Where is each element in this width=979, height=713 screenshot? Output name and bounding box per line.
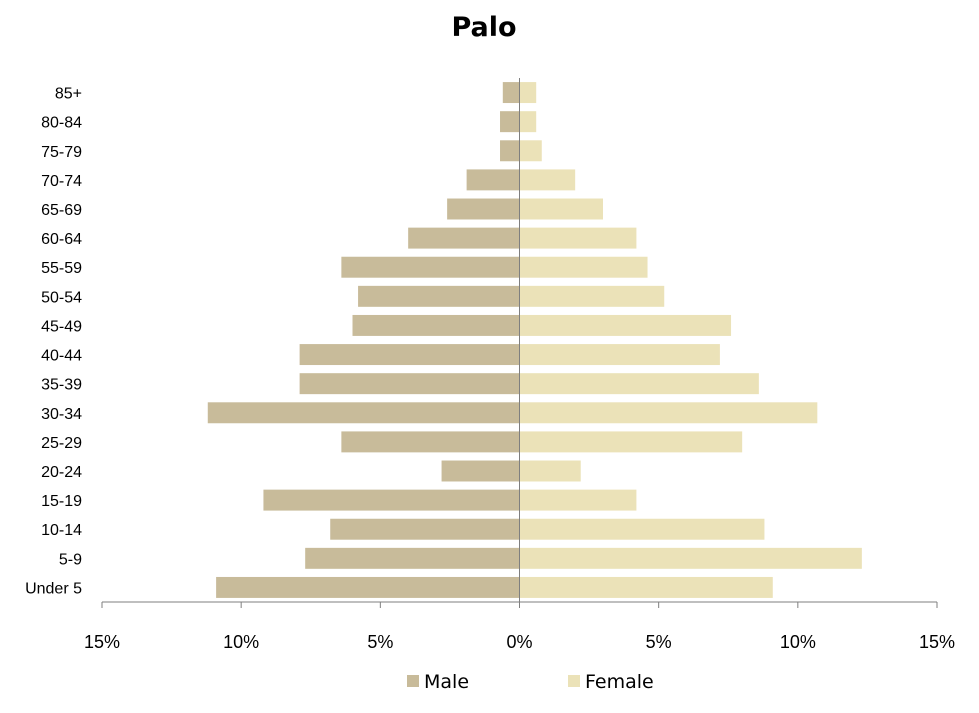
- category-label: 30-34: [41, 406, 82, 423]
- bar-female-60-64: [519, 227, 637, 249]
- category-labels: 85+ 80-84 75-79 70-74 65-69 60-64 55-59 50-54 45…: [25, 86, 82, 598]
- bar-male-65-69: [447, 198, 520, 220]
- bar-female-10-14: [519, 518, 765, 540]
- bar-female-under-5: [519, 576, 773, 598]
- bar-female-25-29: [519, 431, 743, 453]
- bar-male-75-79: [500, 140, 520, 162]
- bar-male-15-19: [263, 489, 520, 511]
- x-tick-label: 15%: [919, 632, 955, 652]
- bar-female-40-44: [519, 344, 720, 366]
- bar-male-30-34: [207, 402, 520, 424]
- x-tick-label: 15%: [84, 632, 120, 652]
- category-label: 25-29: [41, 435, 82, 452]
- x-tick-label: 10%: [780, 632, 816, 652]
- bar-male-85-: [502, 82, 520, 104]
- bar-female-20-24: [519, 460, 581, 482]
- category-label: 70-74: [41, 173, 82, 190]
- bar-male-50-54: [358, 285, 520, 307]
- bar-female-70-74: [519, 169, 576, 191]
- bar-female-35-39: [519, 373, 759, 395]
- legend-swatch-male: [407, 675, 419, 687]
- category-label: 10-14: [41, 522, 82, 539]
- category-label: 45-49: [41, 318, 82, 335]
- category-label: 80-84: [41, 115, 82, 132]
- category-label: 5-9: [59, 551, 82, 568]
- legend-label-male: Male: [424, 671, 469, 693]
- bar-female-55-59: [519, 256, 648, 278]
- bar-male-35-39: [299, 373, 520, 395]
- bar-female-75-79: [519, 140, 542, 162]
- bar-female-65-69: [519, 198, 603, 220]
- category-label: 60-64: [41, 231, 82, 248]
- bar-female-5-9: [519, 547, 862, 569]
- category-label: Under 5: [25, 580, 82, 597]
- bar-male-5-9: [305, 547, 520, 569]
- category-label: 50-54: [41, 289, 82, 306]
- x-tick-label: 10%: [223, 632, 259, 652]
- bar-female-85-: [519, 82, 537, 104]
- bar-male-45-49: [352, 314, 520, 336]
- bar-male-60-64: [408, 227, 520, 249]
- bar-male-40-44: [299, 344, 520, 366]
- legend: Male Female: [407, 671, 654, 693]
- bar-male-10-14: [330, 518, 520, 540]
- category-label: 55-59: [41, 260, 82, 277]
- bar-male-70-74: [466, 169, 520, 191]
- bar-male-25-29: [341, 431, 520, 453]
- category-label: 40-44: [41, 348, 82, 365]
- category-label: 65-69: [41, 202, 82, 219]
- bar-male-80-84: [500, 111, 520, 133]
- bar-female-50-54: [519, 285, 665, 307]
- x-axis-ticks: 15% 10% 5% 0% 5% 10% 15%: [84, 602, 955, 652]
- category-label: 20-24: [41, 464, 82, 481]
- category-label: 15-19: [41, 493, 82, 510]
- bar-male-55-59: [341, 256, 520, 278]
- bar-male-under-5: [216, 576, 520, 598]
- category-label: 75-79: [41, 144, 82, 161]
- bars-layer: [207, 82, 862, 598]
- category-label: 85+: [55, 86, 82, 103]
- category-label: 35-39: [41, 377, 82, 394]
- x-tick-label: 0%: [506, 632, 532, 652]
- legend-label-female: Female: [585, 671, 654, 693]
- bar-female-30-34: [519, 402, 818, 424]
- bar-male-20-24: [441, 460, 520, 482]
- x-tick-label: 5%: [646, 632, 672, 652]
- chart-title: Palo: [451, 12, 516, 43]
- bar-female-80-84: [519, 111, 537, 133]
- legend-swatch-female: [568, 675, 580, 687]
- x-tick-label: 5%: [367, 632, 393, 652]
- bar-female-45-49: [519, 314, 732, 336]
- bar-female-15-19: [519, 489, 637, 511]
